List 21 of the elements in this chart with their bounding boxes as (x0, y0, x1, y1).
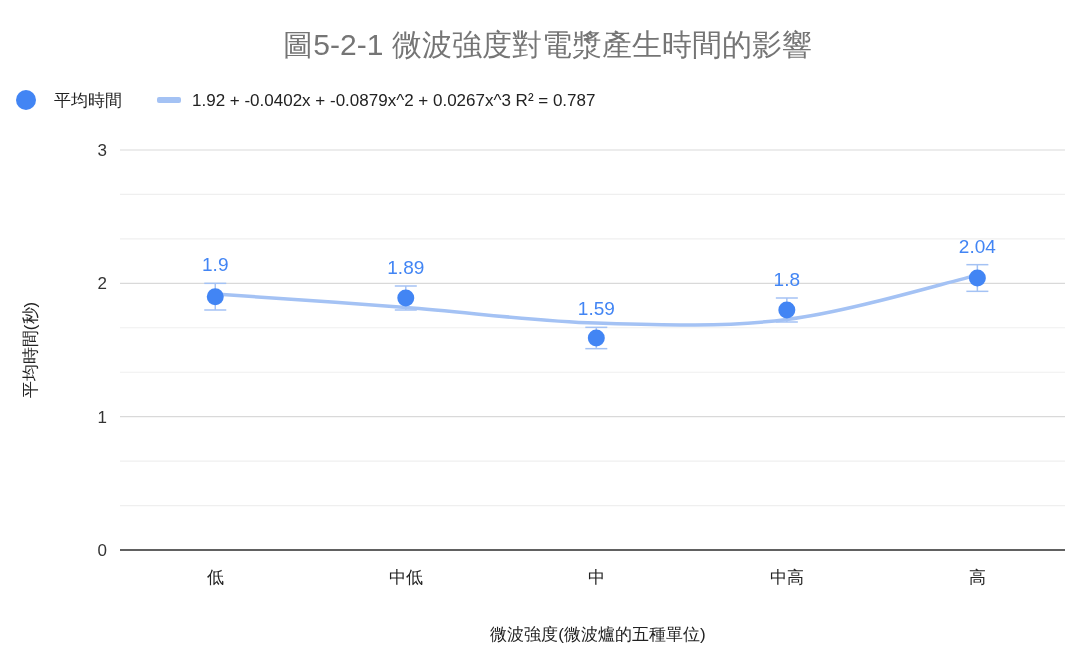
y-tick-label: 1 (97, 407, 107, 427)
point (206, 288, 224, 306)
data-label: 2.04 (958, 235, 997, 257)
data-label: 1.9 (202, 254, 229, 276)
x-tick-label: 中 (587, 568, 605, 587)
x-tick-label: 中高 (769, 568, 804, 587)
data-label: 1.89 (387, 257, 425, 278)
x-tick-label: 低 (206, 568, 224, 587)
legend-label: 1.92 + -0.0402x + -0.0879x^2 + 0.0267x^3 R² = 0.787 (192, 91, 596, 110)
x-axis-title: 微波強度(微波爐的五種單位) (490, 625, 706, 644)
y-tick-label: 3 (97, 141, 107, 160)
x-tick-label: 高 (968, 568, 986, 587)
y-tick-label: 2 (97, 274, 107, 294)
chart-title: 圖5-2-1 微波強度對電漿產生時間的影響 (283, 28, 812, 61)
x-tick-label: 中低 (388, 568, 423, 587)
data-label: 1.8 (773, 269, 801, 290)
data-label: 1.59 (577, 298, 615, 320)
y-axis-title: 平均時間(秒) (21, 301, 40, 399)
y-tick-label: 0 (97, 541, 107, 560)
point (968, 269, 986, 287)
legend-label: 平均時間 (54, 91, 122, 110)
